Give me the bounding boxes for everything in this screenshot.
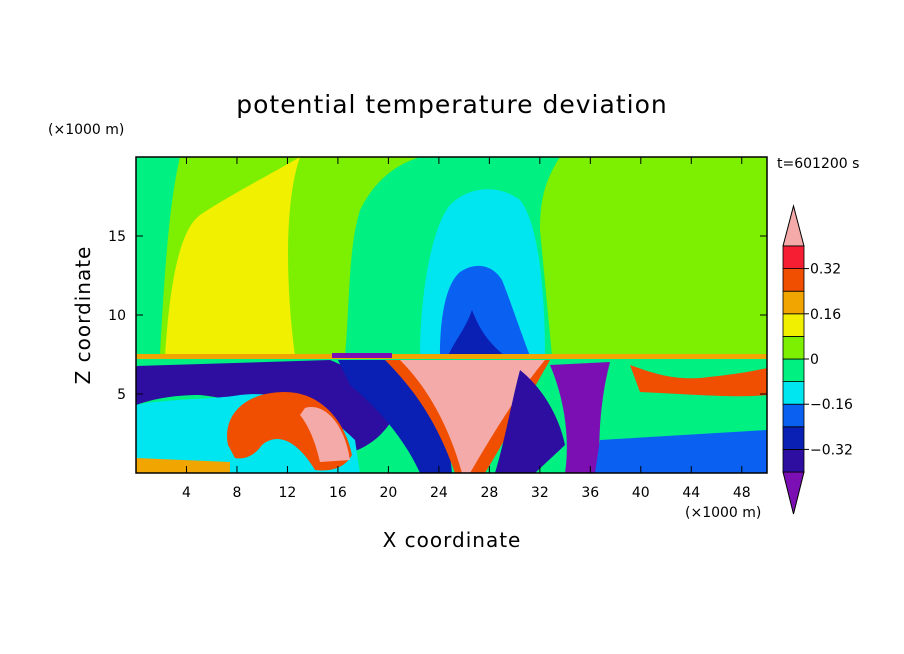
tropopause-purple-bar — [332, 353, 392, 358]
tropopause-strip — [136, 354, 767, 359]
colorbar-box — [782, 381, 805, 405]
x-tick-label: 16 — [329, 485, 347, 501]
y-tick-label: 5 — [117, 387, 126, 403]
x-tick-label: 48 — [733, 485, 751, 501]
colorbar-box — [782, 358, 805, 383]
colorbar-box — [782, 290, 805, 315]
y-tick-label: 15 — [108, 229, 126, 245]
colorbar: 0.32 0.16 0 −0.16 −0.32 — [782, 204, 853, 515]
x-axis-label: X coordinate — [383, 528, 522, 552]
region-upper-left-green — [136, 157, 180, 356]
chart-title: potential temperature deviation — [236, 90, 667, 119]
colorbar-box — [782, 403, 805, 428]
region-lower-purple-center — [495, 370, 565, 473]
region-lower-pink-center — [400, 360, 545, 473]
x-unit-label: (×1000 m) — [685, 505, 761, 521]
x-tick-label: 4 — [182, 485, 191, 501]
x-tick-label: 32 — [531, 485, 549, 501]
colorbar-label: 0 — [810, 352, 819, 368]
colorbar-label: −0.32 — [810, 442, 853, 458]
x-tick-label: 24 — [430, 485, 448, 501]
colorbar-low-arrow — [782, 471, 805, 515]
x-tick-label: 36 — [581, 485, 599, 501]
x-tick-label: 8 — [232, 485, 241, 501]
colorbar-box — [782, 448, 805, 473]
region-lower-orange-base — [136, 458, 230, 473]
x-axis: 4 8 12 16 20 24 28 32 36 40 44 48 — [182, 157, 751, 501]
region-lower-red-right — [630, 365, 767, 397]
y-axis: 5 10 15 — [108, 229, 767, 403]
y-axis-label: Z coordinate — [71, 246, 95, 385]
x-tick-label: 20 — [379, 485, 397, 501]
colorbar-box — [782, 335, 805, 360]
region-lower-purple-right — [550, 362, 610, 473]
colorbar-box — [782, 245, 805, 270]
contour-field — [136, 157, 767, 473]
colorbar-label: 0.32 — [810, 262, 841, 278]
region-upper-yellow — [165, 157, 300, 356]
colorbar-box — [782, 426, 805, 450]
region-upper-darkblue — [448, 310, 505, 356]
colorbar-label: −0.16 — [810, 397, 853, 413]
y-tick-label: 10 — [108, 308, 126, 324]
colorbar-high-arrow — [782, 204, 805, 247]
x-tick-label: 44 — [682, 485, 700, 501]
x-tick-label: 12 — [279, 485, 297, 501]
region-lower-pink-swirl — [300, 407, 350, 462]
region-lower-blue-right — [595, 430, 767, 473]
x-tick-label: 40 — [632, 485, 650, 501]
colorbar-box — [782, 313, 805, 337]
y-unit-label: (×1000 m) — [48, 122, 124, 138]
colorbar-label: 0.16 — [810, 307, 841, 323]
time-label: t=601200 s — [777, 156, 859, 172]
colorbar-box — [782, 268, 805, 292]
region-upper-right-green — [615, 207, 670, 356]
x-tick-label: 28 — [480, 485, 498, 501]
